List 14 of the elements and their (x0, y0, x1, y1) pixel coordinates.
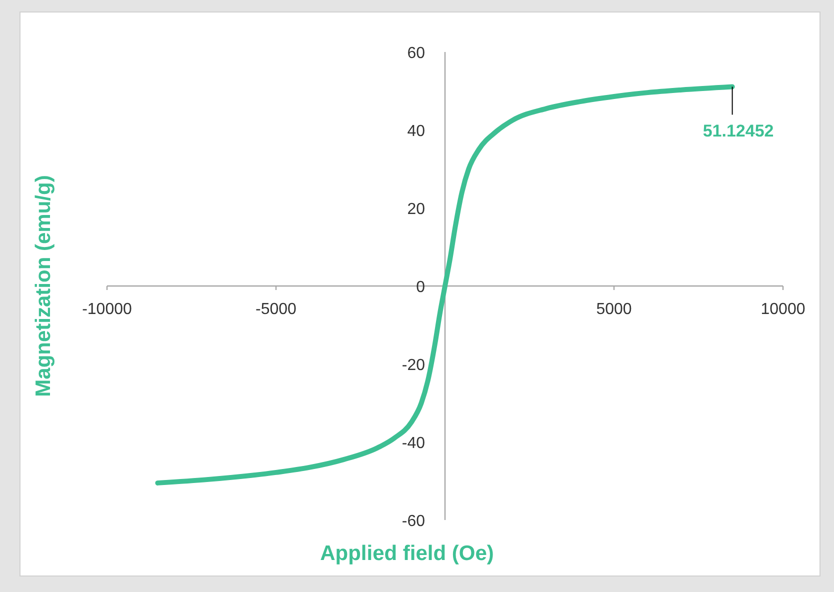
y-tick-label: -40 (402, 435, 426, 452)
y-tick-label: 40 (407, 123, 426, 140)
annotation: 51.12452 (702, 122, 774, 141)
y-tick-label: -20 (402, 357, 426, 374)
x-tick-label: -5000 (256, 301, 297, 318)
x-tick-label: 10000 (760, 301, 806, 318)
y-tick-label: 20 (407, 201, 426, 218)
x-tick-label: 5000 (596, 301, 632, 318)
x-axis-title: Applied field (Oe) (320, 542, 494, 565)
y-tick-label: -60 (402, 513, 426, 530)
y-tick-label: 60 (407, 45, 426, 62)
y-axis-title: Magnetization (emu/g) (32, 175, 55, 397)
y-tick-label: 0 (416, 279, 426, 296)
x-tick-label: -10000 (82, 301, 132, 318)
